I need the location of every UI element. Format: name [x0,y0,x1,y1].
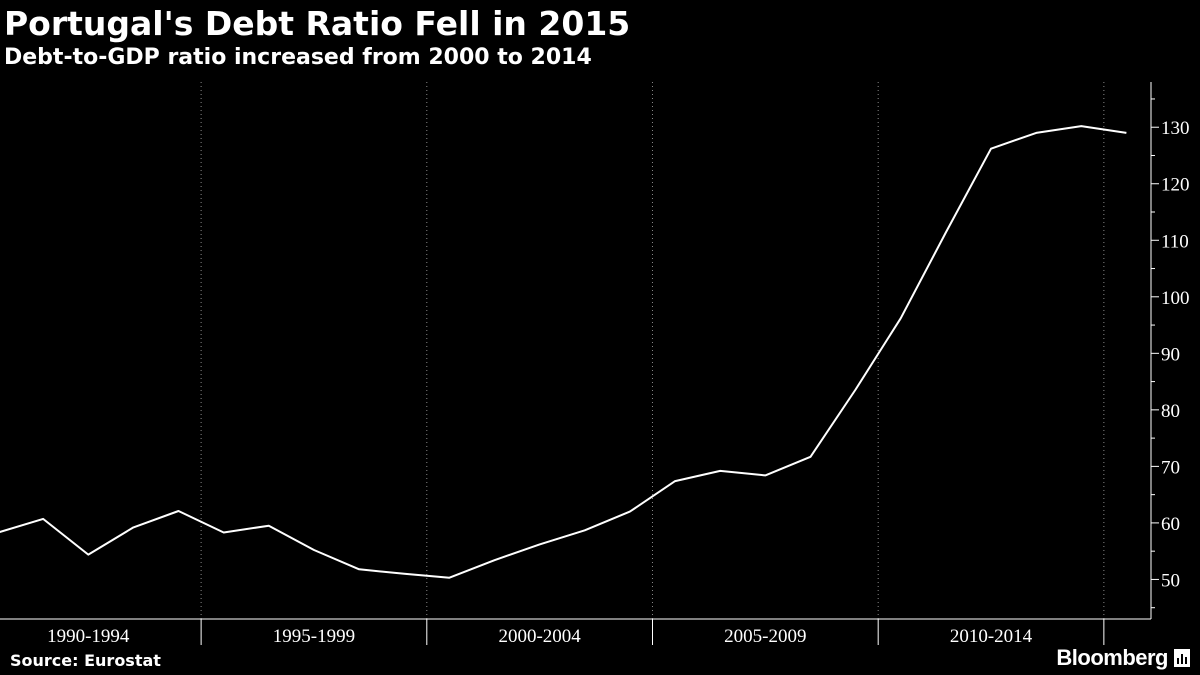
y-tick-label: 50 [1161,570,1180,591]
brand-logo: Bloomberg [1056,645,1190,671]
chart-title: Portugal's Debt Ratio Fell in 2015 [4,4,631,43]
y-tick-label: 130 [1161,118,1190,139]
brand-name: Bloomberg [1056,645,1168,670]
y-tick-label: 120 [1161,175,1190,196]
grid-lines [200,82,1105,619]
x-tick-label: 2005-2009 [724,626,806,647]
y-tick-label: 80 [1161,401,1180,422]
x-tick-label: 1990-1994 [47,626,130,647]
source-note: Source: Eurostat [10,651,161,670]
y-tick-label: 90 [1161,344,1180,365]
y-tick-label: 110 [1161,231,1189,252]
x-tick-label: 2010-2014 [950,626,1033,647]
y-tick-label: 100 [1161,288,1190,309]
series-line-debt-ratio [0,125,1127,579]
x-tick-label: 1995-1999 [273,626,355,647]
x-tick-label: 2000-2004 [498,626,581,647]
bar-chart-icon [1174,649,1190,667]
y-tick-label: 70 [1161,457,1180,478]
series-layer [0,125,1127,579]
chart-subtitle: Debt-to-GDP ratio increased from 2000 to… [4,45,592,70]
axes [0,82,1159,645]
tick-labels: 50 60 70 80 90 100 110 120 130 1990-1994 1995-1999… [47,118,1189,647]
y-tick-label: 60 [1161,514,1180,535]
